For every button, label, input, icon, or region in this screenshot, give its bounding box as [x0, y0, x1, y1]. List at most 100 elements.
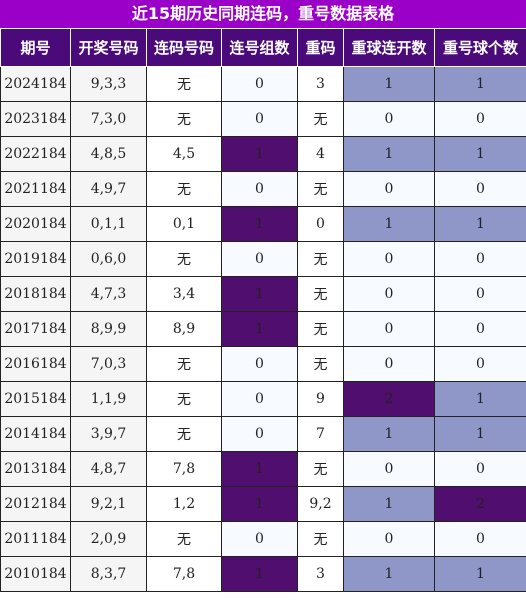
- period-cell: 2015184: [0, 381, 71, 417]
- repeat-cell: 无: [297, 346, 344, 382]
- repeat-streak-cell: 0: [343, 241, 435, 277]
- repeat-count-cell: 1: [434, 66, 526, 102]
- repeat-count-cell: 0: [434, 521, 526, 557]
- consecutive-cell: 无: [146, 521, 222, 557]
- draw-cell: 1,1,9: [70, 381, 147, 417]
- repeat-count-cell: 1: [434, 556, 526, 592]
- repeat-streak-cell: 2: [343, 381, 435, 417]
- period-cell: 2016184: [0, 346, 71, 382]
- draw-cell: 2,0,9: [70, 521, 147, 557]
- draw-cell: 8,9,9: [70, 311, 147, 347]
- repeat-count-cell: 1: [434, 381, 526, 417]
- draw-cell: 8,3,7: [70, 556, 147, 592]
- consec-groups-cell: 1: [221, 556, 298, 592]
- consecutive-cell: 7,8: [146, 556, 222, 592]
- table-row: 2018184 4,7,3 3,4 1 无 0 0: [0, 276, 526, 312]
- draw-cell: 4,8,7: [70, 451, 147, 487]
- draw-cell: 0,1,1: [70, 206, 147, 242]
- repeat-streak-cell: 0: [343, 101, 435, 137]
- period-cell: 2020184: [0, 206, 71, 242]
- period-cell: 2024184: [0, 66, 71, 102]
- repeat-count-cell: 0: [434, 241, 526, 277]
- consecutive-cell: 无: [146, 381, 222, 417]
- repeat-cell: 3: [297, 66, 344, 102]
- table-row: 2017184 8,9,9 8,9 1 无 0 0: [0, 311, 526, 347]
- repeat-count-cell: 0: [434, 101, 526, 137]
- repeat-cell: 7: [297, 416, 344, 452]
- consec-groups-cell: 1: [221, 451, 298, 487]
- table-row: 2020184 0,1,1 0,1 1 0 1 1: [0, 206, 526, 242]
- col-consec-groups: 连号组数: [221, 28, 298, 67]
- repeat-streak-cell: 0: [343, 276, 435, 312]
- col-repeat-streak: 重球连开数: [343, 28, 435, 67]
- consec-groups-cell: 0: [221, 241, 298, 277]
- repeat-cell: 无: [297, 171, 344, 207]
- table-row: 2015184 1,1,9 无 0 9 2 1: [0, 381, 526, 417]
- table-row: 2012184 9,2,1 1,2 1 9,2 1 2: [0, 486, 526, 522]
- table-row: 2011184 2,0,9 无 0 无 0 0: [0, 521, 526, 557]
- table-row: 2016184 7,0,3 无 0 无 0 0: [0, 346, 526, 382]
- draw-cell: 4,9,7: [70, 171, 147, 207]
- col-repeat: 重码: [297, 28, 344, 67]
- repeat-cell: 0: [297, 206, 344, 242]
- table-title: 近15期历史同期连码，重号数据表格: [0, 0, 526, 28]
- col-period: 期号: [0, 28, 71, 67]
- consecutive-cell: 无: [146, 101, 222, 137]
- repeat-streak-cell: 0: [343, 346, 435, 382]
- table-row: 2014184 3,9,7 无 0 7 1 1: [0, 416, 526, 452]
- repeat-cell: 9,2: [297, 486, 344, 522]
- consecutive-cell: 3,4: [146, 276, 222, 312]
- table-row: 2024184 9,3,3 无 0 3 1 1: [0, 66, 526, 102]
- draw-cell: 3,9,7: [70, 416, 147, 452]
- repeat-count-cell: 1: [434, 416, 526, 452]
- draw-cell: 9,3,3: [70, 66, 147, 102]
- repeat-cell: 9: [297, 381, 344, 417]
- consecutive-cell: 1,2: [146, 486, 222, 522]
- repeat-cell: 无: [297, 276, 344, 312]
- consecutive-cell: 无: [146, 66, 222, 102]
- consecutive-cell: 无: [146, 346, 222, 382]
- consecutive-cell: 无: [146, 171, 222, 207]
- repeat-streak-cell: 0: [343, 311, 435, 347]
- period-cell: 2012184: [0, 486, 71, 522]
- repeat-streak-cell: 0: [343, 171, 435, 207]
- col-repeat-count: 重号球个数: [434, 28, 526, 67]
- consec-groups-cell: 0: [221, 66, 298, 102]
- draw-cell: 0,6,0: [70, 241, 147, 277]
- consec-groups-cell: 1: [221, 276, 298, 312]
- repeat-cell: 无: [297, 311, 344, 347]
- period-cell: 2017184: [0, 311, 71, 347]
- consec-groups-cell: 0: [221, 171, 298, 207]
- stats-table: 期号 开奖号码 连码号码 连号组数 重码 重球连开数 重号球个数 2024184…: [0, 28, 526, 592]
- repeat-streak-cell: 0: [343, 451, 435, 487]
- consec-groups-cell: 0: [221, 346, 298, 382]
- consecutive-cell: 无: [146, 416, 222, 452]
- repeat-cell: 无: [297, 521, 344, 557]
- consecutive-cell: 无: [146, 241, 222, 277]
- repeat-count-cell: 1: [434, 136, 526, 172]
- consecutive-cell: 0,1: [146, 206, 222, 242]
- consec-groups-cell: 1: [221, 136, 298, 172]
- consec-groups-cell: 0: [221, 416, 298, 452]
- repeat-count-cell: 1: [434, 206, 526, 242]
- consec-groups-cell: 1: [221, 486, 298, 522]
- repeat-streak-cell: 1: [343, 66, 435, 102]
- consec-groups-cell: 0: [221, 381, 298, 417]
- repeat-streak-cell: 0: [343, 521, 435, 557]
- consecutive-cell: 8,9: [146, 311, 222, 347]
- repeat-count-cell: 0: [434, 346, 526, 382]
- period-cell: 2014184: [0, 416, 71, 452]
- period-cell: 2018184: [0, 276, 71, 312]
- period-cell: 2023184: [0, 101, 71, 137]
- repeat-streak-cell: 1: [343, 136, 435, 172]
- consec-groups-cell: 1: [221, 311, 298, 347]
- repeat-count-cell: 0: [434, 451, 526, 487]
- consec-groups-cell: 0: [221, 521, 298, 557]
- table-row: 2013184 4,8,7 7,8 1 无 0 0: [0, 451, 526, 487]
- repeat-streak-cell: 1: [343, 556, 435, 592]
- table-row: 2022184 4,8,5 4,5 1 4 1 1: [0, 136, 526, 172]
- repeat-count-cell: 2: [434, 486, 526, 522]
- period-cell: 2022184: [0, 136, 71, 172]
- repeat-cell: 无: [297, 241, 344, 277]
